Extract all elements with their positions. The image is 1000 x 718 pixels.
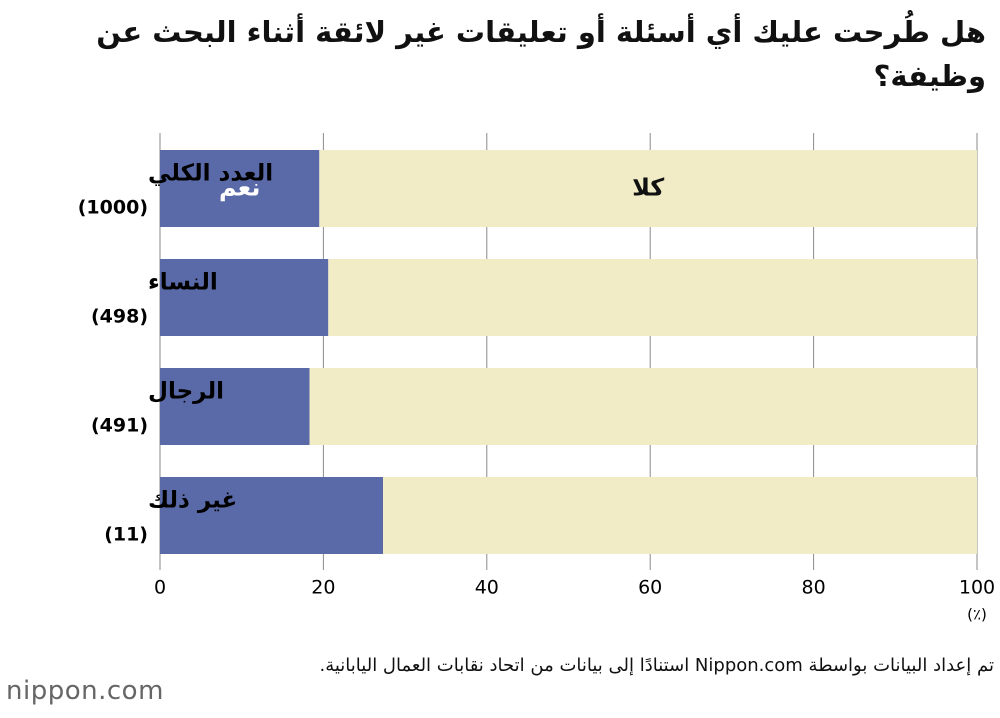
category-label: النساء — [148, 270, 218, 296]
series-label: كلا — [632, 174, 664, 202]
bar-segment — [160, 259, 329, 336]
chart: 0 20 40 60 80 100 (٪) نعم كلا العدد الكلي(1000) ال… — [78, 133, 995, 624]
bar-segment — [328, 259, 977, 336]
sample-size: (11) — [104, 524, 148, 546]
x-tick-label: 20 — [311, 577, 335, 599]
x-tick-label: 0 — [154, 577, 166, 599]
chart-title: هل طُرحت عليك أي أسئلة أو تعليقات غير لا… — [96, 15, 986, 93]
bar-segment — [309, 368, 977, 445]
source-note: تم إعداد البيانات بواسطة Nippon.com استن… — [319, 655, 994, 676]
sample-size: (1000) — [78, 197, 148, 219]
category-label: غير ذلك — [148, 488, 237, 514]
x-tick-label: 60 — [638, 577, 662, 599]
category-label: الرجال — [148, 379, 224, 405]
bar-segment — [319, 150, 977, 227]
bar-segment — [160, 368, 310, 445]
sample-size: (498) — [91, 306, 148, 328]
x-unit: (٪) — [967, 606, 987, 624]
series-label: نعم — [219, 174, 260, 202]
x-tick-label: 40 — [475, 577, 499, 599]
category-label: العدد الكلي — [148, 161, 273, 187]
x-tick-label: 80 — [802, 577, 826, 599]
logo: nippon.com — [6, 676, 164, 706]
bar-segment — [383, 477, 977, 554]
bar-segment — [160, 150, 320, 227]
x-tick-label: 100 — [959, 577, 995, 599]
bar-segment — [160, 477, 384, 554]
sample-size: (491) — [91, 415, 148, 437]
